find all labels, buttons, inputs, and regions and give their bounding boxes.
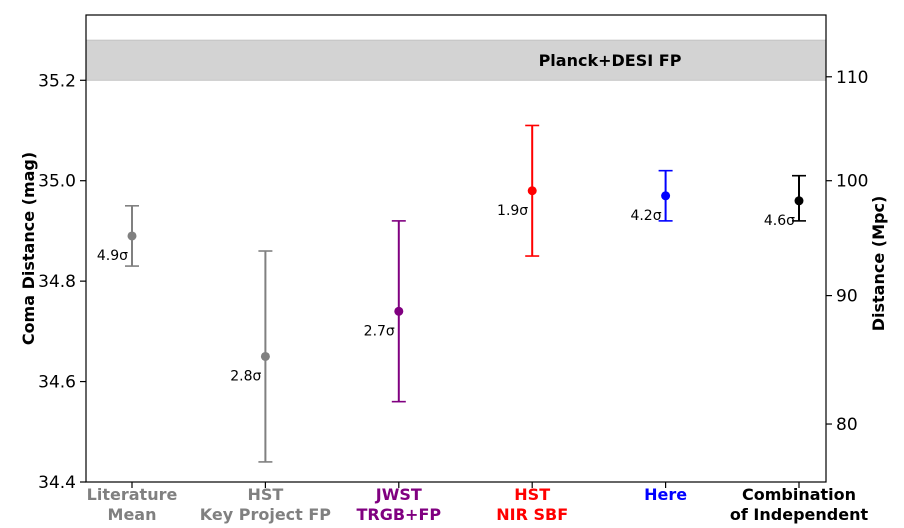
- sigma-label: 4.6σ: [764, 213, 795, 229]
- y-tick-label-left: 35.0: [38, 172, 76, 192]
- y-tick-label-right: 90: [836, 287, 858, 307]
- band-label: Planck+DESI FP: [539, 51, 682, 70]
- y-axis-label-left: Coma Distance (mag): [19, 152, 38, 345]
- category-label-line1: JWST: [375, 485, 422, 504]
- category-label-line1: HST: [247, 485, 283, 504]
- measurement-0: 4.9σ: [97, 205, 139, 267]
- sigma-label: 1.9σ: [497, 203, 528, 219]
- data-point: [661, 191, 671, 201]
- y-tick-label-right: 110: [836, 68, 868, 88]
- measurement-points: 4.9σ 2.8σ 2.7σ 1.9σ 4.2σ 4.6σ: [97, 124, 806, 463]
- planck-desi-band-group: Planck+DESI FP: [85, 39, 827, 81]
- sigma-label: 4.2σ: [630, 208, 661, 224]
- plot-frame: [85, 14, 827, 483]
- y-tick-label-right: 80: [836, 415, 858, 435]
- measurement-2: 2.7σ: [364, 220, 406, 403]
- category-label-line2: NIR SBF: [496, 505, 568, 524]
- data-point: [794, 196, 804, 206]
- data-point: [394, 306, 404, 316]
- category-label-line2: of Independent: [730, 505, 869, 524]
- data-point: [127, 231, 137, 241]
- sigma-label: 2.7σ: [364, 323, 395, 339]
- data-point: [527, 186, 537, 196]
- data-point: [260, 351, 270, 361]
- category-label-line1: Combination: [742, 485, 856, 504]
- category-label-line2: Key Project FP: [200, 505, 332, 524]
- planck-desi-band: [85, 39, 827, 81]
- y-tick-label-left: 34.8: [38, 272, 76, 292]
- measurement-5: 4.6σ: [764, 174, 806, 229]
- measurement-4: 4.2σ: [630, 169, 673, 224]
- category-label-line1: Literature: [87, 485, 178, 504]
- measurement-3: 1.9σ: [497, 124, 540, 257]
- sigma-label: 4.9σ: [97, 248, 128, 264]
- y-tick-label-left: 34.6: [38, 373, 76, 393]
- y-tick-label-right: 100: [836, 172, 868, 192]
- y-tick-label-left: 35.2: [38, 71, 76, 91]
- sigma-label: 2.8σ: [230, 368, 261, 384]
- category-label-line2: Mean: [108, 505, 157, 524]
- measurement-1: 2.8σ: [230, 250, 273, 463]
- y-axis-label-right: Distance (Mpc): [869, 196, 888, 332]
- axis-ticks: 34.4 34.6 34.8 35.0 35.2 80 90 100 110: [38, 68, 868, 493]
- category-label-line1: Here: [644, 485, 687, 504]
- category-label-line2: TRGB+FP: [356, 505, 441, 524]
- y-tick-label-left: 34.4: [38, 473, 76, 493]
- category-label-line1: HST: [514, 485, 550, 504]
